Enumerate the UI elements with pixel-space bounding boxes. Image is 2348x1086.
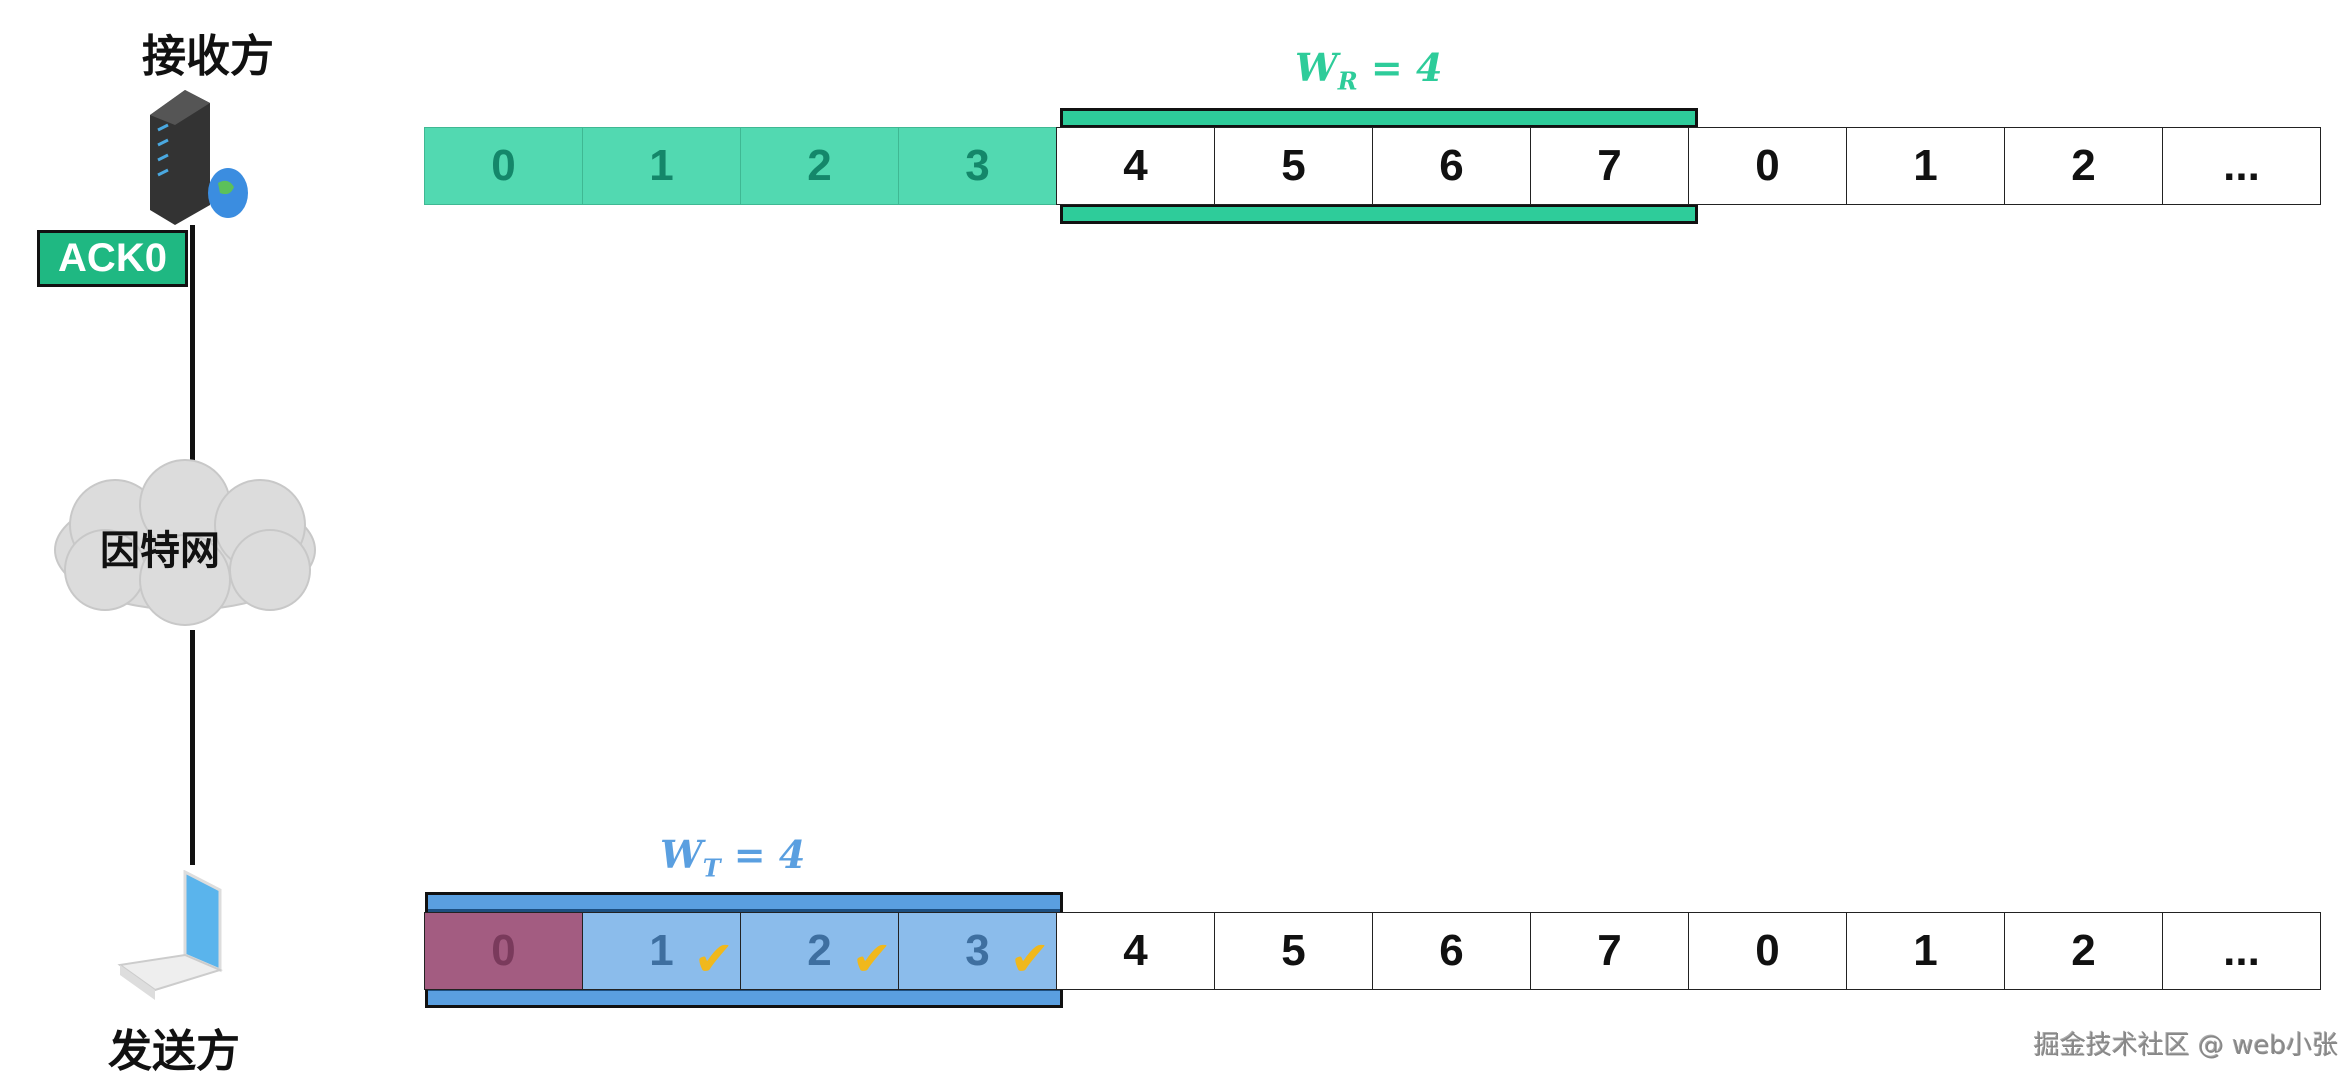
sender-seq-cell: 3 ✔ xyxy=(898,912,1057,990)
seq-number: 0 xyxy=(1755,926,1780,975)
seq-number: ... xyxy=(2223,141,2260,190)
seq-number: 1 xyxy=(1913,926,1938,975)
seq-number: 3 xyxy=(965,926,990,975)
ack-packet: ACK0 xyxy=(37,230,188,287)
receiver-seq-cell: 1 xyxy=(1846,127,2005,205)
sender-seq-cell: 0 xyxy=(1688,912,1847,990)
seq-number: 7 xyxy=(1597,926,1622,975)
seq-number: 4 xyxy=(1123,141,1148,190)
receiver-seq-cell: 7 xyxy=(1530,127,1689,205)
sender-window xyxy=(425,892,1063,1008)
sender-seq-cell: 6 xyxy=(1372,912,1531,990)
cloud-icon xyxy=(54,459,316,626)
sender-seq-cell: 5 xyxy=(1214,912,1373,990)
watermark: 掘金技术社区 @ web小张 xyxy=(2034,1031,2339,1061)
seq-number: 6 xyxy=(1439,926,1464,975)
laptop-icon xyxy=(117,870,223,1000)
sender-seq-cell: ... xyxy=(2162,912,2321,990)
seq-number: 4 xyxy=(1123,926,1148,975)
seq-number: ... xyxy=(2223,926,2260,975)
sender-seq-cell: 1 xyxy=(1846,912,2005,990)
receiver-label: 接收方 xyxy=(142,31,274,82)
sender-seq-cell: 7 xyxy=(1530,912,1689,990)
check-icon: ✔ xyxy=(693,933,734,986)
seq-number: 2 xyxy=(807,141,832,190)
receiver-window-label: WR = 4 xyxy=(1295,45,1443,96)
receiver-seq-cell: 4 xyxy=(1056,127,1215,205)
link-line-top xyxy=(190,225,195,465)
receiver-seq-cell: 3 xyxy=(898,127,1057,205)
receiver-seq-cell: ... xyxy=(2162,127,2321,205)
seq-number: 2 xyxy=(2071,141,2096,190)
sender-seq-cell: 1 ✔ xyxy=(582,912,741,990)
sender-seq-cell: 0 xyxy=(424,912,583,990)
sender-seq-cell: 2 xyxy=(2004,912,2163,990)
check-icon: ✔ xyxy=(851,933,892,986)
seq-number: 1 xyxy=(649,141,674,190)
receiver-seq-cell: 0 xyxy=(424,127,583,205)
receiver-seq-cell: 1 xyxy=(582,127,741,205)
sender-window-label: WT = 4 xyxy=(660,832,806,883)
seq-number: 1 xyxy=(1913,141,1938,190)
receiver-seq-cell: 2 xyxy=(740,127,899,205)
sender-seq-cell: 4 xyxy=(1056,912,1215,990)
seq-number: 5 xyxy=(1281,926,1306,975)
seq-number: 7 xyxy=(1597,141,1622,190)
check-icon: ✔ xyxy=(1009,933,1050,986)
seq-number: 5 xyxy=(1281,141,1306,190)
receiver-seq-cell: 2 xyxy=(2004,127,2163,205)
seq-number: 6 xyxy=(1439,141,1464,190)
server-icon xyxy=(150,90,248,225)
receiver-sequence-row: 0 1 2 3 4 5 6 7 0 1 2... xyxy=(424,127,2321,205)
network-label: 因特网 xyxy=(100,528,220,574)
receiver-seq-cell: 0 xyxy=(1688,127,1847,205)
sender-label: 发送方 xyxy=(108,1026,240,1077)
link-line-bottom xyxy=(190,630,195,865)
seq-number: 3 xyxy=(965,141,990,190)
receiver-seq-cell: 6 xyxy=(1372,127,1531,205)
seq-number: 2 xyxy=(807,926,832,975)
receiver-seq-cell: 5 xyxy=(1214,127,1373,205)
sender-seq-cell: 2 ✔ xyxy=(740,912,899,990)
seq-number: 0 xyxy=(1755,141,1780,190)
seq-number: 2 xyxy=(2071,926,2096,975)
seq-number: 0 xyxy=(491,141,516,190)
sender-sequence-row: 0 1 ✔ 2 ✔ 3 ✔ 4 5 6 7 0 1 2... xyxy=(424,912,2321,990)
seq-number: 1 xyxy=(649,926,674,975)
seq-number: 0 xyxy=(491,926,516,975)
